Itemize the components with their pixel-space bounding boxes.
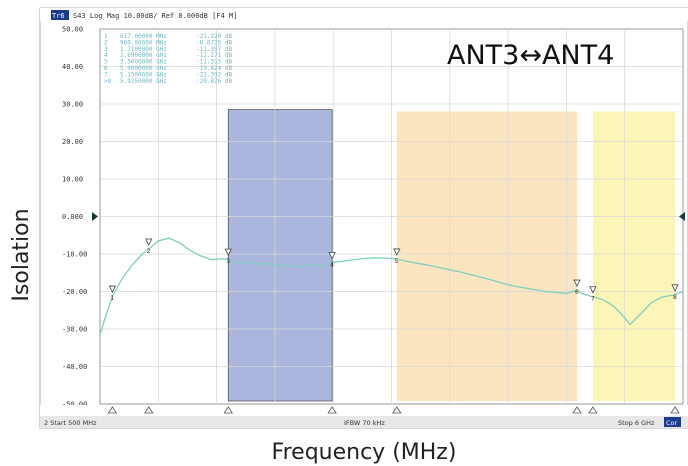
y-tick-label: -30.00 <box>62 326 87 334</box>
x-axis-label: Frequency (MHz) <box>272 440 457 465</box>
y-tick-label: 50.00 <box>62 26 83 34</box>
header-strip <box>40 8 688 21</box>
corner-badge: Cor <box>666 419 678 427</box>
marker-table-id: >8 <box>104 78 112 85</box>
y-tick-label: -40.00 <box>62 363 87 371</box>
footer-marker-2-icon <box>144 406 154 414</box>
marker-table-freq: 5.9250000 GHz <box>120 78 167 85</box>
marker-table-value: -8.6725 dB <box>196 39 233 46</box>
ref-arrow-right-icon <box>679 212 685 221</box>
markers: 1 2 3 4 5 6 7 8 <box>108 238 679 303</box>
footer-marker-5-icon <box>392 406 402 414</box>
marker-table-id: 3 <box>104 46 108 53</box>
marker-table-value: -20.876 dB <box>196 78 233 85</box>
marker-table-id: 6 <box>104 65 108 72</box>
footer-marker->8-icon <box>670 406 680 414</box>
marker-table-id: 1 <box>104 33 108 40</box>
marker-7-label: 7 <box>591 296 595 303</box>
marker-2-icon <box>145 238 153 246</box>
grid <box>100 29 683 404</box>
marker-5-label: 5 <box>395 258 399 265</box>
band-2 <box>396 111 577 401</box>
marker-1-label: 1 <box>110 295 114 302</box>
footer-marker-4-icon <box>327 406 337 414</box>
trace-badge: Tr6 <box>52 12 65 20</box>
footer-marker-3-icon <box>223 406 234 414</box>
y-tick-label: 0.000 <box>62 213 83 221</box>
marker-table-freq: 5.0000000 GHz <box>120 65 167 72</box>
trace <box>99 237 684 335</box>
header-text: S43 Log Mag 10.00dB/ Ref 0.000dB [F4 M] <box>73 12 237 20</box>
marker->8-label: 8 <box>673 294 677 301</box>
frequency-bands <box>227 109 676 402</box>
marker-table-id: 2 <box>104 39 108 46</box>
marker-table-freq: 5.1500000 GHz <box>120 71 167 78</box>
trace-line <box>99 237 684 335</box>
start-label: 2 Start 500 MHz <box>44 419 97 427</box>
marker-2-label: 2 <box>147 248 151 255</box>
marker-table: 1 617.00000 MHz -21.220 dB 2 960.00000 MHz -8… <box>104 33 233 85</box>
marker-5-icon <box>393 248 401 256</box>
marker-7-icon <box>589 286 597 294</box>
marker->8-icon <box>671 284 679 292</box>
band-3 <box>592 111 676 401</box>
marker-table-id: 5 <box>104 59 108 66</box>
y-tick-label: 20.00 <box>62 138 83 146</box>
footer-marker-1-icon <box>107 406 118 414</box>
marker-6-label: 6 <box>575 289 579 296</box>
marker-3-icon <box>224 248 232 256</box>
stop-label: Stop 6 GHz <box>618 419 655 427</box>
footer-marker-7-icon <box>588 406 598 414</box>
marker-3-label: 3 <box>226 258 230 265</box>
status-bar <box>40 416 688 428</box>
band-1 <box>227 109 333 402</box>
footer-marker-triangles <box>107 406 680 414</box>
y-tick-label: 30.00 <box>62 101 83 109</box>
marker-table-value: -21.392 dB <box>196 71 233 78</box>
y-axis-label: Isolation <box>9 208 34 301</box>
marker-table-freq: 960.00000 MHz <box>120 39 167 46</box>
footer-marker-6-icon <box>572 406 582 414</box>
marker-table-value: -19.624 dB <box>196 65 233 72</box>
marker-table-value: -12.271 dB <box>196 52 233 59</box>
marker-table-id: 7 <box>104 71 108 78</box>
y-tick-labels: 50.00 40.00 30.00 20.00 10.00 0.000 -10.00 -20.… <box>62 26 87 409</box>
chart-title: ANT3↔ANT4 <box>447 40 614 71</box>
marker-4-label: 4 <box>330 262 334 269</box>
ref-arrow-left-icon <box>92 212 98 221</box>
marker-6-icon <box>573 279 581 287</box>
marker-table-id: 4 <box>104 52 108 59</box>
marker-table-freq: 617.00000 MHz <box>120 33 167 40</box>
trace-badge-bg <box>51 10 69 20</box>
marker-table-value: -21.220 dB <box>196 33 233 40</box>
marker-4-icon <box>328 252 336 260</box>
ifbw-label: IFBW 70 kHz <box>344 419 385 427</box>
y-tick-label: -10.00 <box>62 251 87 259</box>
y-tick-label: 40.00 <box>62 63 83 71</box>
y-tick-label: -50.00 <box>62 401 87 409</box>
corner-badge-bg <box>664 417 681 427</box>
marker-table-freq: 3.3000000 GHz <box>120 59 167 66</box>
marker-1-icon <box>108 285 117 293</box>
marker-table-freq: 2.6900000 GHz <box>120 52 167 59</box>
y-tick-label: -20.00 <box>62 288 87 296</box>
y-tick-label: 10.00 <box>62 176 83 184</box>
marker-table-value: -11.313 dB <box>196 59 233 66</box>
marker-table-freq: 1.7100000 GHz <box>120 46 167 53</box>
marker-table-value: -11.357 dB <box>196 46 233 53</box>
